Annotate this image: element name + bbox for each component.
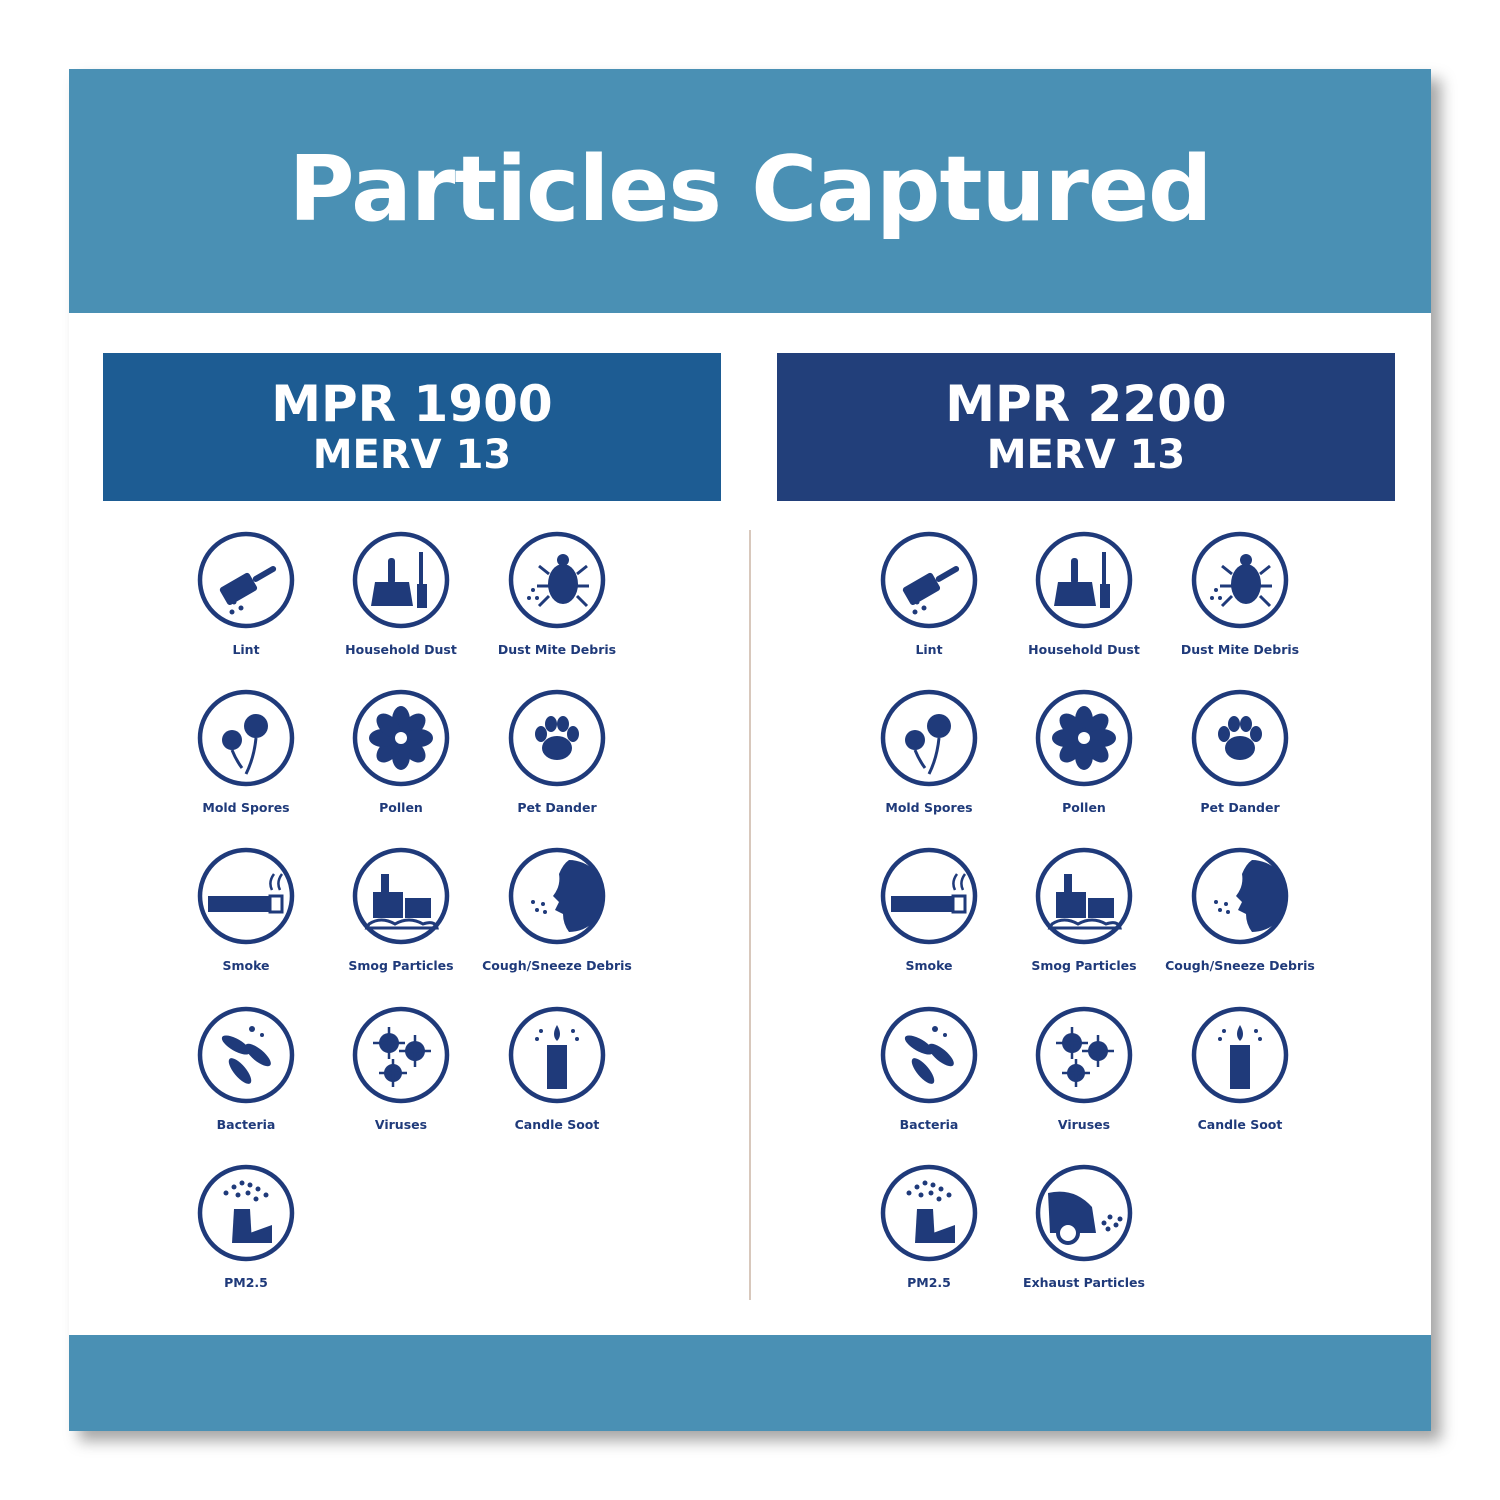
particle-item: Pollen <box>321 688 481 815</box>
particle-label: Smog Particles <box>348 958 454 973</box>
mold-flower-icon <box>197 689 295 787</box>
particle-label: Bacteria <box>899 1117 959 1132</box>
particle-label: Smoke <box>905 958 953 973</box>
particle-item: Cough/Sneeze Debris <box>477 846 637 973</box>
particle-item: Viruses <box>1004 1005 1164 1132</box>
sneeze-face-icon <box>508 847 606 945</box>
particle-label: Candle Soot <box>514 1117 600 1132</box>
mpr-rating: MPR 2200 <box>945 375 1227 433</box>
particle-label: Dust Mite Debris <box>497 642 617 657</box>
title-banner: Particles Captured <box>69 69 1431 313</box>
particle-label: Smoke <box>222 958 270 973</box>
particle-label: Cough/Sneeze Debris <box>482 958 632 973</box>
virus-icon <box>1035 1006 1133 1104</box>
lint-roller-icon <box>197 531 295 629</box>
particle-item: PM2.5 <box>849 1163 1009 1290</box>
particle-item: Pet Dander <box>1160 688 1320 815</box>
particle-label: Smog Particles <box>1031 958 1137 973</box>
dust-mite-icon <box>1191 531 1289 629</box>
particle-item: Candle Soot <box>1160 1005 1320 1132</box>
mpr-rating: MPR 1900 <box>271 375 553 433</box>
particle-label: Candle Soot <box>1197 1117 1283 1132</box>
smog-factory-icon <box>1035 847 1133 945</box>
particle-label: Exhaust Particles <box>1023 1275 1145 1290</box>
particle-item: Mold Spores <box>166 688 326 815</box>
particle-label: Bacteria <box>216 1117 276 1132</box>
mpr-2200-header: MPR 2200 MERV 13 <box>777 353 1395 501</box>
paw-print-icon <box>508 689 606 787</box>
particle-label: Viruses <box>374 1117 428 1132</box>
particle-item: Viruses <box>321 1005 481 1132</box>
infographic-card: Particles Captured MPR 1900 MERV 13 MPR … <box>69 69 1431 1431</box>
particle-item: Pollen <box>1004 688 1164 815</box>
smog-factory-icon <box>352 847 450 945</box>
merv-rating: MERV 13 <box>986 432 1186 478</box>
particle-item: Bacteria <box>166 1005 326 1132</box>
particle-item: Smog Particles <box>1004 846 1164 973</box>
particle-label: Lint <box>232 642 260 657</box>
particle-item: Bacteria <box>849 1005 1009 1132</box>
dustpan-icon <box>352 531 450 629</box>
particle-item: Household Dust <box>1004 530 1164 657</box>
particle-label: Mold Spores <box>885 800 973 815</box>
pollen-flower-icon <box>352 689 450 787</box>
merv-rating: MERV 13 <box>312 432 512 478</box>
sneeze-face-icon <box>1191 847 1289 945</box>
particle-label: PM2.5 <box>224 1275 268 1290</box>
paw-print-icon <box>1191 689 1289 787</box>
particle-label: Pollen <box>1062 800 1106 815</box>
bacteria-icon <box>880 1006 978 1104</box>
particle-item: Lint <box>849 530 1009 657</box>
bacteria-icon <box>197 1006 295 1104</box>
particle-item: Pet Dander <box>477 688 637 815</box>
cigarette-icon <box>880 847 978 945</box>
car-exhaust-icon <box>1035 1164 1133 1262</box>
dust-mite-icon <box>508 531 606 629</box>
particle-item: Household Dust <box>321 530 481 657</box>
particle-label: Pet Dander <box>517 800 597 815</box>
virus-icon <box>352 1006 450 1104</box>
particle-label: PM2.5 <box>907 1275 951 1290</box>
particle-item: Dust Mite Debris <box>477 530 637 657</box>
particle-label: Dust Mite Debris <box>1180 642 1300 657</box>
particle-label: Pet Dander <box>1200 800 1280 815</box>
candle-icon <box>508 1006 606 1104</box>
particle-item: Dust Mite Debris <box>1160 530 1320 657</box>
column-divider <box>749 530 751 1300</box>
particle-label: Household Dust <box>1028 642 1140 657</box>
candle-icon <box>1191 1006 1289 1104</box>
particle-item: Smoke <box>166 846 326 973</box>
cigarette-icon <box>197 847 295 945</box>
lint-roller-icon <box>880 531 978 629</box>
particle-item: Smoke <box>849 846 1009 973</box>
particle-label: Pollen <box>379 800 423 815</box>
particle-label: Cough/Sneeze Debris <box>1165 958 1315 973</box>
particle-label: Lint <box>915 642 943 657</box>
dustpan-icon <box>1035 531 1133 629</box>
particle-item: Exhaust Particles <box>1004 1163 1164 1290</box>
page-title: Particles Captured <box>288 136 1213 242</box>
mpr-1900-header: MPR 1900 MERV 13 <box>103 353 721 501</box>
particle-label: Household Dust <box>345 642 457 657</box>
footer-banner <box>69 1335 1431 1431</box>
particle-item: Mold Spores <box>849 688 1009 815</box>
particle-label: Viruses <box>1057 1117 1111 1132</box>
particle-item: PM2.5 <box>166 1163 326 1290</box>
pollen-flower-icon <box>1035 689 1133 787</box>
mold-flower-icon <box>880 689 978 787</box>
particle-item: Lint <box>166 530 326 657</box>
smokestack-icon <box>880 1164 978 1262</box>
particle-item: Candle Soot <box>477 1005 637 1132</box>
particle-item: Smog Particles <box>321 846 481 973</box>
particle-item: Cough/Sneeze Debris <box>1160 846 1320 973</box>
particle-label: Mold Spores <box>202 800 290 815</box>
smokestack-icon <box>197 1164 295 1262</box>
